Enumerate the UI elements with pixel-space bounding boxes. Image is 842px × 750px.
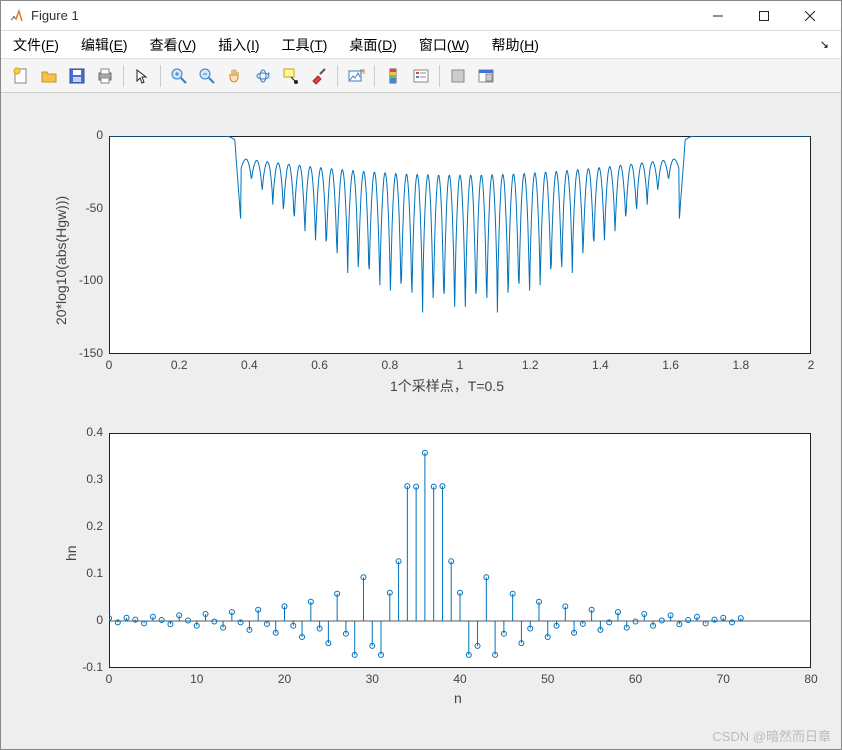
plot1-ytick: -100 [63,273,103,287]
window-title: Figure 1 [31,8,695,23]
maximize-button[interactable] [741,1,787,31]
plot1-ytick: -150 [63,346,103,360]
plot2-xtick: 80 [801,672,821,686]
toolbar-separator [439,65,440,87]
plot2-xtick: 0 [99,672,119,686]
pan-button[interactable] [222,63,248,89]
menu-overflow-icon[interactable]: ↘ [820,38,833,51]
open-button[interactable] [36,63,62,89]
plot1-xtick: 0.8 [380,358,400,372]
plot2-ytick: 0.2 [63,519,103,533]
toolbar-separator [374,65,375,87]
toolbar-separator [337,65,338,87]
toolbar-separator [160,65,161,87]
plot1-ytick: -50 [63,201,103,215]
menu-desktop[interactable]: 桌面(D) [345,33,400,57]
brush-button[interactable] [306,63,332,89]
plot1-xtick: 0 [99,358,119,372]
plot2-ylabel: hn [63,545,79,561]
axes-top[interactable] [109,136,811,354]
hide-plot-tools-button[interactable] [445,63,471,89]
colorbar-button[interactable] [380,63,406,89]
minimize-button[interactable] [695,1,741,31]
plot1-xtick: 1 [450,358,470,372]
axes-bottom[interactable] [109,433,811,668]
plot1-xtick: 2 [801,358,821,372]
toolbar-separator [123,65,124,87]
plot2-xlabel: n [454,690,462,706]
pointer-button[interactable] [129,63,155,89]
menu-view[interactable]: 查看(V) [146,33,201,57]
figure-canvas[interactable]: 00.20.40.60.811.21.41.61.82-150-100-500 … [1,93,841,749]
plot1-xtick: 0.6 [310,358,330,372]
toolbar [1,59,841,93]
menu-tools[interactable]: 工具(T) [278,33,332,57]
plot2-xtick: 40 [450,672,470,686]
plot1-xtick: 1.4 [590,358,610,372]
figure-window: Figure 1 文件(F) 编辑(E) 查看(V) 插入(I) 工具(T) 桌… [0,0,842,750]
menu-window[interactable]: 窗口(W) [415,33,474,57]
matlab-icon [9,8,25,24]
plot2-xtick: 60 [626,672,646,686]
legend-button[interactable] [408,63,434,89]
zoom-out-button[interactable] [194,63,220,89]
plot2-ytick: 0.1 [63,566,103,580]
watermark-text: CSDN @暗然而日章 [712,726,831,745]
plot2-ytick: 0.3 [63,472,103,486]
plot1-xtick: 1.2 [520,358,540,372]
save-button[interactable] [64,63,90,89]
plot2-xtick: 30 [362,672,382,686]
menu-help[interactable]: 帮助(H) [487,33,542,57]
plot1-xlabel: 1个采样点，T=0.5 [390,376,504,396]
menu-bar: 文件(F) 编辑(E) 查看(V) 插入(I) 工具(T) 桌面(D) 窗口(W… [1,31,841,59]
plot1-xtick: 0.4 [239,358,259,372]
rotate-button[interactable] [250,63,276,89]
plot1-ytick: 0 [63,128,103,142]
plot1-xtick: 1.6 [661,358,681,372]
plot1-ylabel: 20*log10(abs(Hgw))) [53,196,69,325]
plot1-xtick: 0.2 [169,358,189,372]
plot2-xtick: 10 [187,672,207,686]
plot2-xtick: 20 [275,672,295,686]
plot1-xtick: 1.8 [731,358,751,372]
zoom-in-button[interactable] [166,63,192,89]
menu-edit[interactable]: 编辑(E) [77,33,132,57]
plot2-ytick: 0 [63,613,103,627]
title-bar: Figure 1 [1,1,841,31]
plot2-xtick: 50 [538,672,558,686]
new-figure-button[interactable] [8,63,34,89]
print-button[interactable] [92,63,118,89]
dock-button[interactable] [473,63,499,89]
link-button[interactable] [343,63,369,89]
menu-file[interactable]: 文件(F) [9,33,63,57]
plot2-ytick: 0.4 [63,425,103,439]
close-button[interactable] [787,1,833,31]
menu-insert[interactable]: 插入(I) [214,33,263,57]
plot2-xtick: 70 [713,672,733,686]
data-cursor-button[interactable] [278,63,304,89]
plot2-ytick: -0.1 [63,660,103,674]
